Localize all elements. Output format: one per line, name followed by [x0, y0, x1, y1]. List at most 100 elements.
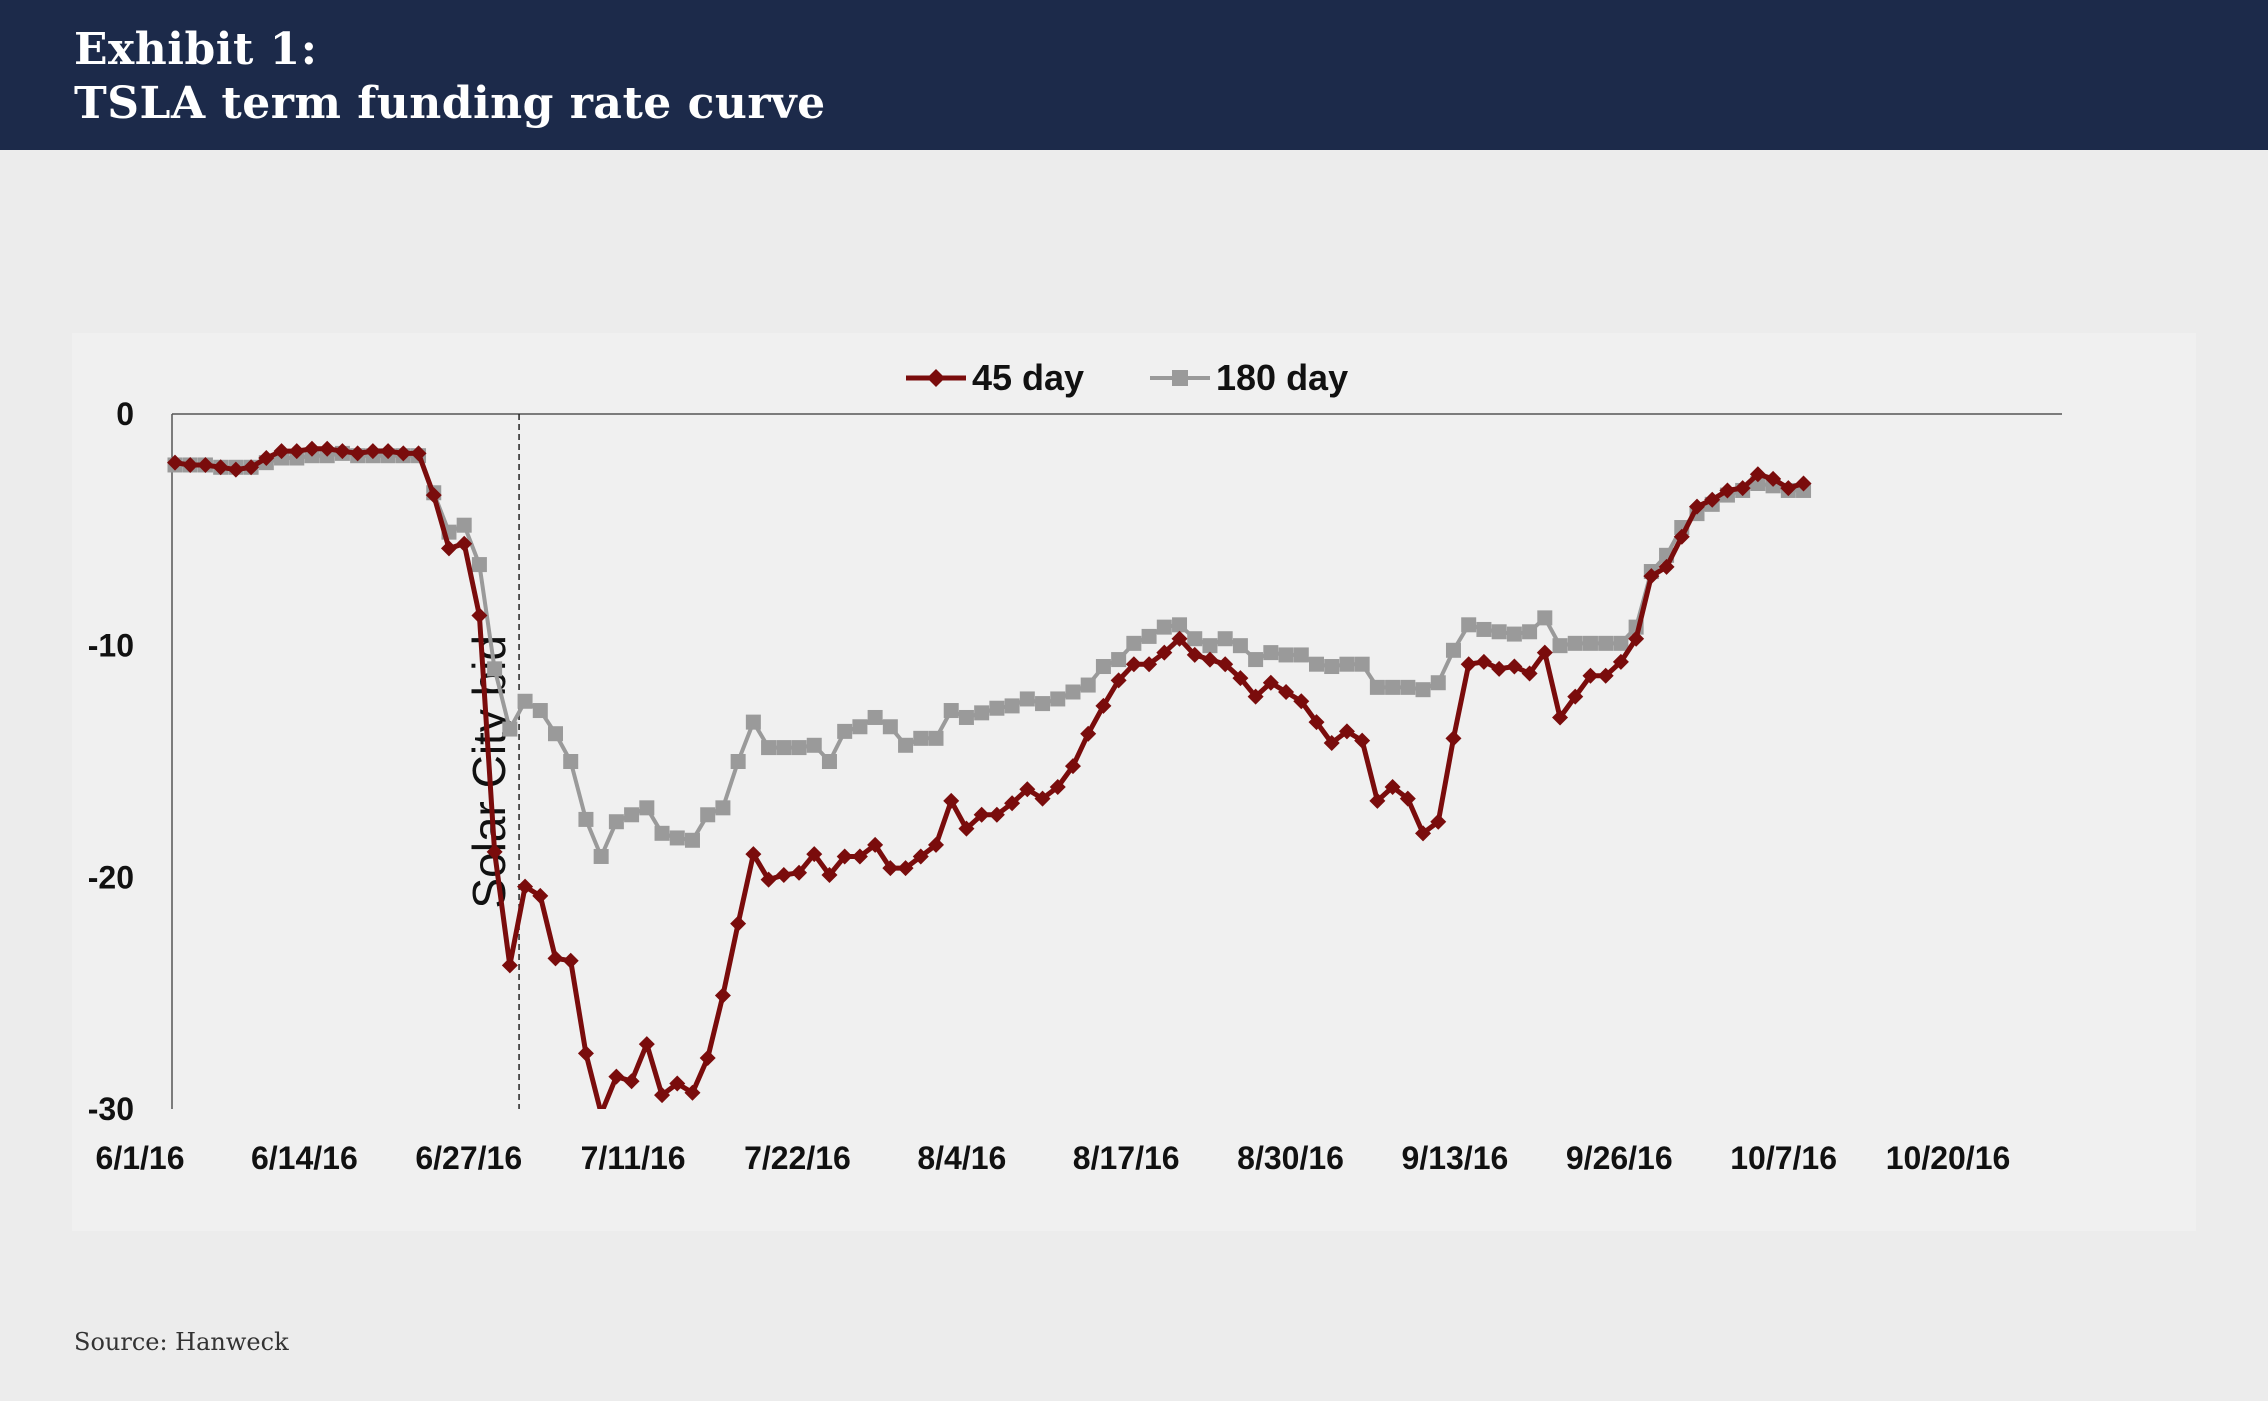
- data-point: [700, 807, 716, 823]
- data-point: [1324, 659, 1340, 675]
- data-point: [1293, 693, 1310, 710]
- data-point: [776, 740, 792, 756]
- exhibit-number: Exhibit 1:: [74, 24, 318, 75]
- data-point: [699, 1050, 716, 1067]
- data-point: [1095, 659, 1111, 675]
- data-point: [1080, 725, 1097, 742]
- data-point: [1141, 656, 1158, 673]
- data-point: [1019, 691, 1035, 707]
- data-point: [1461, 617, 1477, 633]
- data-point: [1506, 658, 1523, 675]
- data-point: [958, 820, 975, 837]
- data-point: [456, 535, 473, 552]
- x-tick-label: 8/30/16: [1237, 1140, 1344, 1176]
- x-tick-label: 8/4/16: [917, 1140, 1006, 1176]
- data-point: [1460, 656, 1477, 673]
- data-point: [502, 721, 518, 737]
- data-point: [1232, 638, 1248, 654]
- data-point: [197, 456, 214, 473]
- data-point: [1354, 732, 1371, 749]
- data-point: [1567, 688, 1584, 705]
- y-tick-label: -20: [88, 859, 134, 895]
- data-point: [852, 719, 868, 735]
- data-point: [1247, 688, 1264, 705]
- data-point: [1202, 638, 1218, 654]
- data-point: [319, 440, 336, 457]
- data-point: [1111, 652, 1127, 668]
- data-point: [1049, 778, 1066, 795]
- x-tick-label: 9/26/16: [1566, 1140, 1673, 1176]
- data-point: [1217, 631, 1233, 647]
- data-point: [1719, 482, 1736, 499]
- data-point: [1369, 792, 1386, 809]
- data-point: [1415, 825, 1432, 842]
- x-tick-label: 6/14/16: [251, 1140, 358, 1176]
- data-point: [1673, 528, 1690, 545]
- data-point: [638, 1036, 655, 1053]
- data-point: [288, 443, 305, 460]
- data-point: [548, 726, 563, 742]
- data-point: [1506, 626, 1522, 642]
- series-line: [174, 446, 1805, 1109]
- data-point: [1430, 813, 1447, 830]
- data-point: [1582, 635, 1598, 651]
- data-point: [836, 848, 853, 865]
- data-point: [1293, 647, 1309, 663]
- data-point: [745, 714, 761, 730]
- data-point: [1445, 730, 1462, 747]
- data-point: [1323, 734, 1340, 751]
- data-point: [547, 950, 564, 967]
- data-point: [1567, 635, 1583, 651]
- data-point: [821, 867, 838, 884]
- data-point: [958, 709, 974, 725]
- data-point: [1248, 652, 1264, 668]
- legend-marker-180-day: [1172, 370, 1188, 386]
- data-point: [1400, 679, 1416, 695]
- data-point: [715, 800, 731, 816]
- data-point: [517, 693, 533, 709]
- data-point: [167, 454, 183, 471]
- chart-panel: 0 -10 -20 -30 6/1/16 6/14/16 6/27/16 7/11/16 7/2…: [72, 333, 2196, 1231]
- data-point: [684, 832, 700, 848]
- data-point: [1415, 682, 1431, 698]
- data-point: [1582, 667, 1599, 684]
- x-tick-label: 6/27/16: [415, 1140, 522, 1176]
- data-point: [760, 871, 777, 888]
- data-point: [1399, 790, 1416, 807]
- data-point: [1491, 660, 1508, 677]
- data-point: [1232, 670, 1249, 687]
- data-point: [1080, 677, 1096, 693]
- data-point: [1065, 684, 1081, 700]
- x-tick-label: 7/22/16: [744, 1140, 851, 1176]
- data-point: [1689, 498, 1705, 515]
- data-point: [597, 1105, 605, 1109]
- funding-rate-chart: 0 -10 -20 -30 6/1/16 6/14/16 6/27/16 7/11/16 7/2…: [88, 357, 2062, 1176]
- data-point: [1262, 674, 1279, 691]
- data-point: [410, 445, 427, 462]
- data-point: [1384, 778, 1401, 795]
- data-point: [684, 1084, 701, 1101]
- data-point: [1445, 642, 1461, 658]
- data-point: [1537, 610, 1553, 626]
- data-point: [669, 1075, 686, 1092]
- legend-label-45-day: 45 day: [972, 357, 1084, 398]
- data-point: [1201, 651, 1218, 668]
- data-point: [639, 800, 655, 816]
- data-point: [623, 1073, 640, 1090]
- data-point: [1187, 631, 1203, 647]
- data-point: [364, 443, 381, 460]
- data-point: [1186, 646, 1203, 663]
- data-point: [501, 957, 518, 974]
- data-point: [334, 443, 351, 460]
- x-tick-label: 7/11/16: [581, 1140, 686, 1176]
- exhibit-header: Exhibit 1: TSLA term funding rate curve: [0, 0, 2268, 150]
- data-point: [1430, 675, 1446, 691]
- data-point: [1597, 667, 1614, 684]
- data-point: [1612, 653, 1629, 670]
- series-45-day: [167, 440, 1812, 1109]
- data-point: [974, 705, 990, 721]
- x-tick-label: 9/13/16: [1402, 1140, 1509, 1176]
- data-point: [440, 540, 457, 557]
- data-point: [517, 878, 534, 895]
- data-point: [973, 806, 990, 823]
